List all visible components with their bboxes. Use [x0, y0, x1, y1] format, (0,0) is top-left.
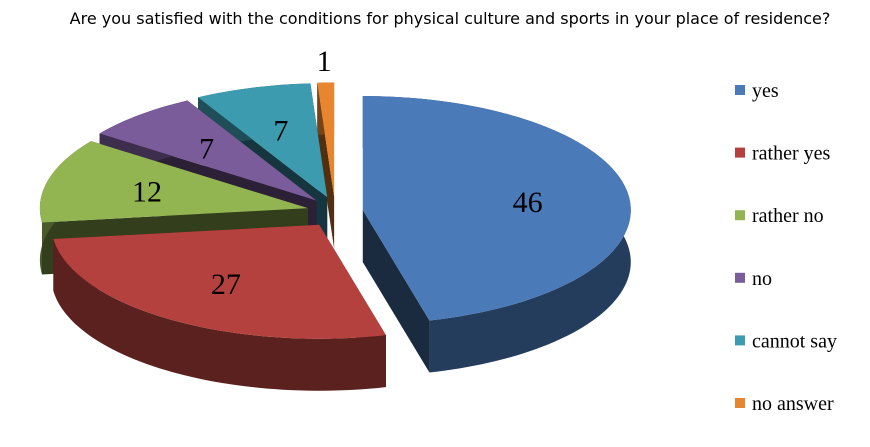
legend-label: yes [752, 80, 779, 102]
legend-swatch [735, 398, 745, 408]
legend-swatch [735, 85, 745, 95]
slice-side [362, 210, 430, 373]
legend-swatch [735, 272, 745, 283]
slice-side [53, 239, 386, 391]
data-label: 7 [199, 132, 214, 165]
data-label: 12 [132, 176, 162, 209]
slice-top [317, 82, 335, 197]
data-label: 46 [513, 186, 543, 219]
legend-label: rather yes [752, 143, 831, 165]
legend-swatch [735, 147, 745, 158]
slice-top [198, 83, 328, 198]
data-label: 1 [317, 45, 332, 78]
slice-top [362, 96, 631, 321]
data-label: 27 [211, 268, 241, 301]
data-label: 7 [273, 114, 288, 147]
legend-label: no answer [752, 393, 834, 415]
legend-label: cannot say [752, 330, 837, 352]
slice [53, 224, 386, 391]
legend-label: no [752, 268, 772, 290]
legend-swatch [735, 210, 745, 221]
chart-title: Are you satisfied with the conditions fo… [69, 9, 831, 28]
slice [317, 82, 335, 249]
legend-label: rather no [752, 205, 824, 227]
slice-top [53, 224, 386, 339]
slice [362, 96, 631, 373]
legend-swatch [735, 335, 745, 346]
slice-top [39, 141, 308, 223]
slice-top [99, 100, 317, 201]
